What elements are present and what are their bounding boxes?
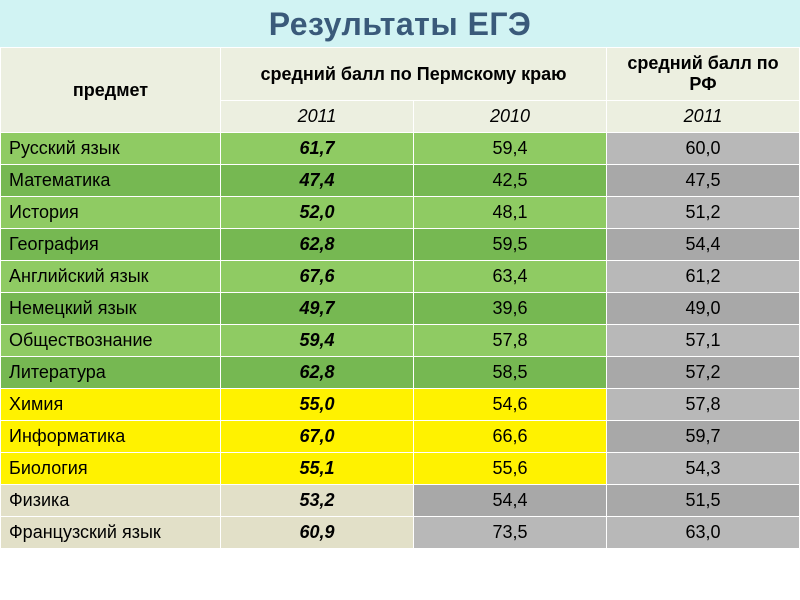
- table-row: Обществознание59,457,857,1: [1, 325, 800, 357]
- table-row: История52,048,151,2: [1, 197, 800, 229]
- table-row: Французский язык60,973,563,0: [1, 517, 800, 549]
- col-2010: 2010: [414, 101, 607, 133]
- table-header: предмет средний балл по Пермскому краю с…: [1, 48, 800, 133]
- value-2011-rf: 51,2: [607, 197, 800, 229]
- subject-cell: Французский язык: [1, 517, 221, 549]
- value-2011-perm: 55,0: [221, 389, 414, 421]
- subject-cell: Математика: [1, 165, 221, 197]
- value-2011-perm: 47,4: [221, 165, 414, 197]
- value-2011-rf: 47,5: [607, 165, 800, 197]
- table-row: Химия55,054,657,8: [1, 389, 800, 421]
- value-2010-perm: 57,8: [414, 325, 607, 357]
- table-row: Литература62,858,557,2: [1, 357, 800, 389]
- value-2011-perm: 52,0: [221, 197, 414, 229]
- subject-cell: Химия: [1, 389, 221, 421]
- table-row: Немецкий язык49,739,649,0: [1, 293, 800, 325]
- col-rf: средний балл по РФ: [607, 48, 800, 101]
- table-row: Английский язык67,663,461,2: [1, 261, 800, 293]
- value-2011-perm: 53,2: [221, 485, 414, 517]
- subject-cell: Физика: [1, 485, 221, 517]
- value-2010-perm: 48,1: [414, 197, 607, 229]
- table-row: Математика47,442,547,5: [1, 165, 800, 197]
- value-2011-rf: 61,2: [607, 261, 800, 293]
- value-2010-perm: 58,5: [414, 357, 607, 389]
- subject-cell: Биология: [1, 453, 221, 485]
- value-2011-rf: 51,5: [607, 485, 800, 517]
- subject-cell: Литература: [1, 357, 221, 389]
- value-2011-rf: 60,0: [607, 133, 800, 165]
- value-2011-perm: 49,7: [221, 293, 414, 325]
- value-2011-perm: 61,7: [221, 133, 414, 165]
- table-row: География62,859,554,4: [1, 229, 800, 261]
- value-2011-perm: 59,4: [221, 325, 414, 357]
- value-2010-perm: 39,6: [414, 293, 607, 325]
- value-2011-perm: 55,1: [221, 453, 414, 485]
- subject-cell: История: [1, 197, 221, 229]
- value-2011-perm: 62,8: [221, 357, 414, 389]
- subject-cell: Немецкий язык: [1, 293, 221, 325]
- value-2010-perm: 55,6: [414, 453, 607, 485]
- value-2010-perm: 63,4: [414, 261, 607, 293]
- subject-cell: География: [1, 229, 221, 261]
- value-2010-perm: 54,4: [414, 485, 607, 517]
- value-2011-rf: 49,0: [607, 293, 800, 325]
- value-2010-perm: 59,5: [414, 229, 607, 261]
- table-row: Русский язык61,759,460,0: [1, 133, 800, 165]
- table-body: Русский язык61,759,460,0Математика47,442…: [1, 133, 800, 549]
- table-row: Информатика67,066,659,7: [1, 421, 800, 453]
- value-2011-rf: 63,0: [607, 517, 800, 549]
- subject-cell: Информатика: [1, 421, 221, 453]
- value-2011-perm: 62,8: [221, 229, 414, 261]
- value-2011-perm: 60,9: [221, 517, 414, 549]
- value-2011-perm: 67,6: [221, 261, 414, 293]
- value-2010-perm: 42,5: [414, 165, 607, 197]
- value-2011-rf: 57,8: [607, 389, 800, 421]
- col-subject: предмет: [1, 48, 221, 133]
- subject-cell: Английский язык: [1, 261, 221, 293]
- page-title: Результаты ЕГЭ: [0, 0, 800, 47]
- table-row: Биология55,155,654,3: [1, 453, 800, 485]
- value-2010-perm: 66,6: [414, 421, 607, 453]
- value-2010-perm: 54,6: [414, 389, 607, 421]
- subject-cell: Русский язык: [1, 133, 221, 165]
- value-2011-rf: 59,7: [607, 421, 800, 453]
- value-2011-rf: 57,1: [607, 325, 800, 357]
- value-2011-rf: 54,4: [607, 229, 800, 261]
- value-2011-rf: 54,3: [607, 453, 800, 485]
- table-row: Физика53,254,451,5: [1, 485, 800, 517]
- col-perm: средний балл по Пермскому краю: [221, 48, 607, 101]
- value-2011-rf: 57,2: [607, 357, 800, 389]
- subject-cell: Обществознание: [1, 325, 221, 357]
- value-2010-perm: 73,5: [414, 517, 607, 549]
- col-2011: 2011: [221, 101, 414, 133]
- value-2010-perm: 59,4: [414, 133, 607, 165]
- results-table: предмет средний балл по Пермскому краю с…: [0, 47, 800, 549]
- col-2011-rf: 2011: [607, 101, 800, 133]
- value-2011-perm: 67,0: [221, 421, 414, 453]
